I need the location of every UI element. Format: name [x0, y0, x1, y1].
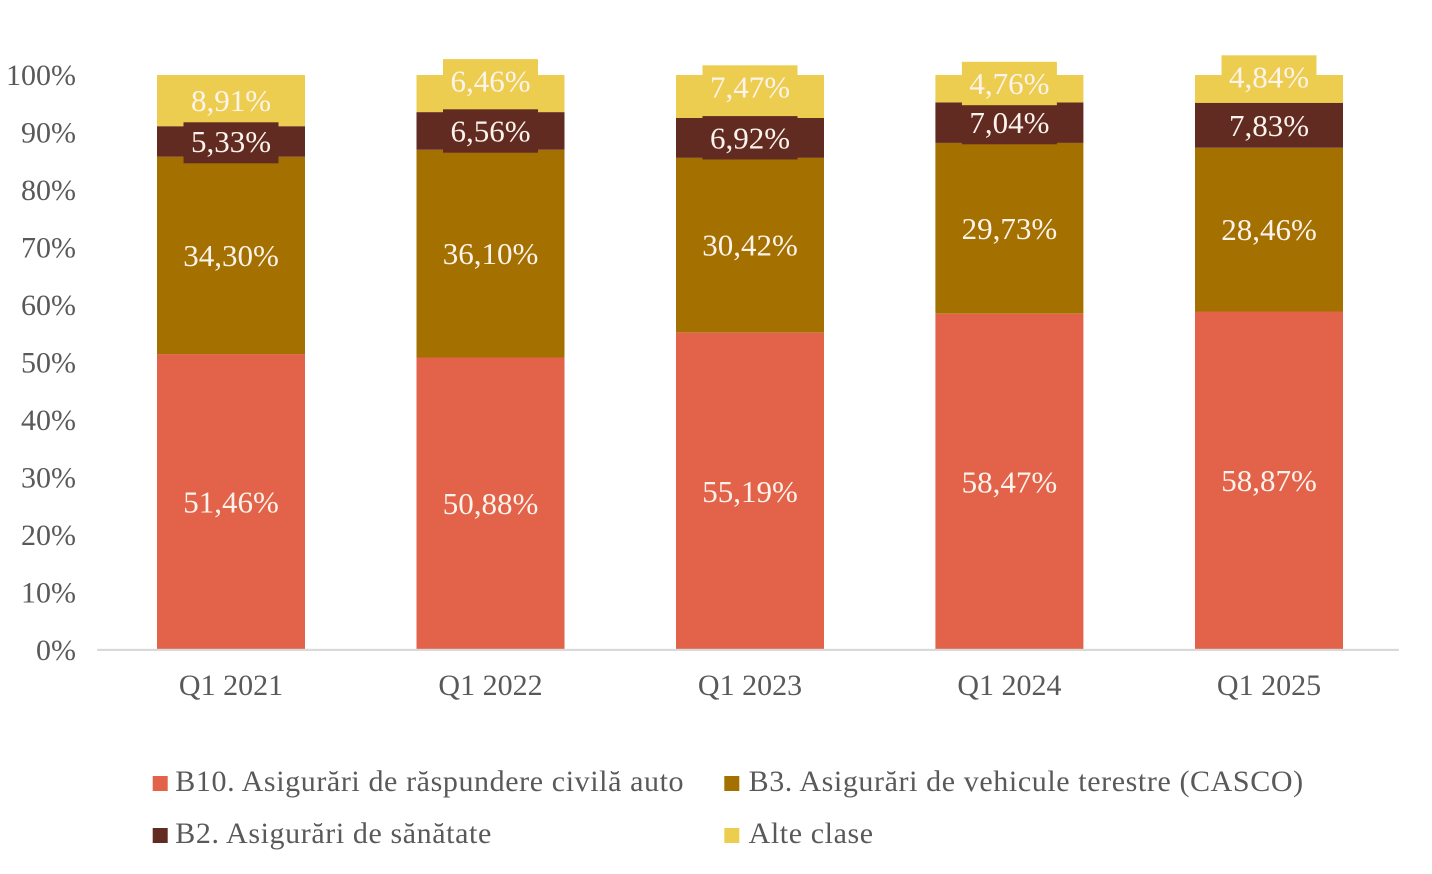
svg-text:36,10%: 36,10% [443, 236, 539, 271]
svg-text:51,46%: 51,46% [183, 485, 279, 520]
svg-text:90%: 90% [21, 117, 76, 150]
svg-text:30,42%: 30,42% [702, 228, 798, 263]
svg-text:58,87%: 58,87% [1221, 463, 1317, 498]
svg-text:Alte clase: Alte clase [749, 817, 874, 850]
svg-text:Q1 2025: Q1 2025 [1217, 669, 1321, 702]
svg-text:7,47%: 7,47% [710, 70, 790, 105]
svg-text:55,19%: 55,19% [702, 474, 798, 509]
svg-text:28,46%: 28,46% [1221, 212, 1317, 247]
svg-text:0%: 0% [36, 634, 76, 667]
svg-text:6,46%: 6,46% [450, 63, 530, 98]
svg-text:80%: 80% [21, 174, 76, 207]
svg-text:4,84%: 4,84% [1229, 60, 1309, 95]
svg-text:29,73%: 29,73% [962, 211, 1058, 246]
svg-text:34,30%: 34,30% [183, 238, 279, 273]
svg-text:50,88%: 50,88% [443, 486, 539, 521]
svg-text:Q1 2022: Q1 2022 [438, 669, 542, 702]
svg-text:20%: 20% [21, 519, 76, 552]
svg-text:4,76%: 4,76% [969, 66, 1049, 101]
svg-text:10%: 10% [21, 577, 76, 610]
svg-text:B3. Asigurări de vehicule tere: B3. Asigurări de vehicule terestre (CASC… [749, 765, 1304, 798]
svg-text:70%: 70% [21, 232, 76, 265]
svg-text:Q1 2024: Q1 2024 [957, 669, 1061, 702]
svg-text:5,33%: 5,33% [191, 124, 271, 159]
svg-text:7,83%: 7,83% [1229, 108, 1309, 143]
svg-text:6,92%: 6,92% [710, 120, 790, 155]
svg-text:7,04%: 7,04% [969, 105, 1049, 140]
svg-text:Q1 2021: Q1 2021 [179, 669, 283, 702]
svg-text:30%: 30% [21, 462, 76, 495]
svg-text:6,56%: 6,56% [450, 114, 530, 149]
svg-text:50%: 50% [21, 347, 76, 380]
svg-text:B2. Asigurări de sănătate: B2. Asigurări de sănătate [175, 817, 492, 850]
svg-text:60%: 60% [21, 289, 76, 322]
svg-text:B10. Asigurări de răspundere c: B10. Asigurări de răspundere civilă auto [175, 765, 684, 798]
svg-text:100%: 100% [6, 59, 76, 92]
svg-text:8,91%: 8,91% [191, 83, 271, 118]
svg-text:Q1 2023: Q1 2023 [698, 669, 802, 702]
svg-text:40%: 40% [21, 404, 76, 437]
svg-text:58,47%: 58,47% [962, 464, 1058, 499]
